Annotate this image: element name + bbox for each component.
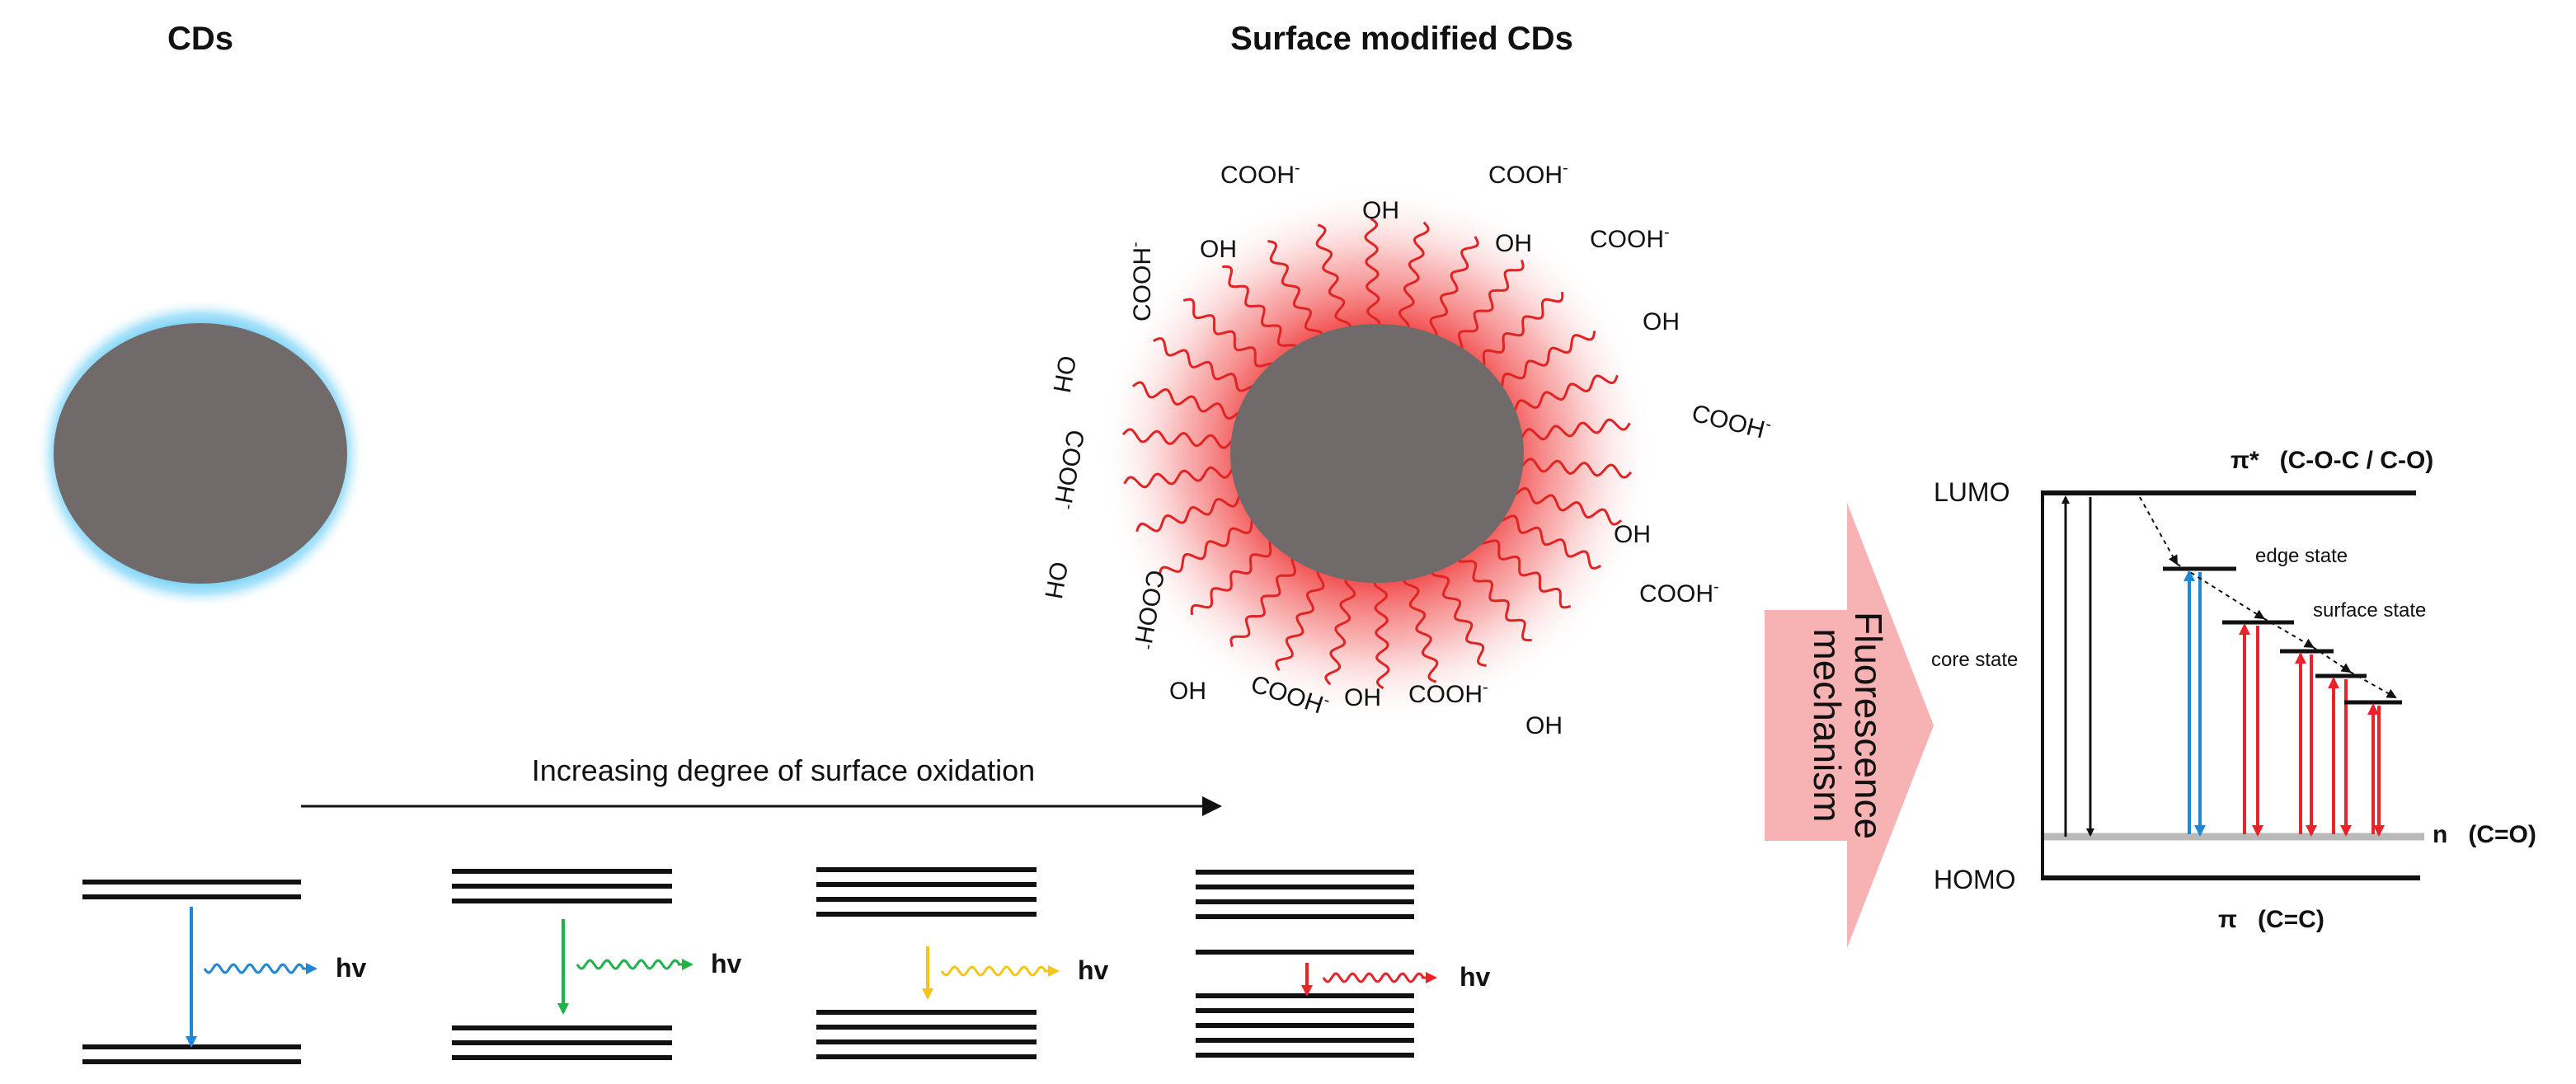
ligand-chain	[1123, 462, 1246, 489]
ligand-chain	[1502, 374, 1619, 418]
ligand-chain	[1158, 514, 1264, 576]
ligand-chain	[1190, 536, 1281, 615]
ligand-chain	[1431, 564, 1487, 667]
oh-group-label: OH	[1344, 684, 1381, 711]
surface-ligands	[1121, 217, 1633, 690]
cooh-group-label: COOH-	[1488, 159, 1568, 189]
nonradiative-relaxation-arrow	[2263, 617, 2315, 649]
ligand-chain	[1490, 331, 1596, 393]
cooh-group-label: COOH-	[1408, 678, 1488, 708]
ligand-chain	[1131, 381, 1251, 420]
nonradiative-relaxation-arrow	[2176, 563, 2265, 620]
oh-group-label: OH	[1525, 712, 1563, 739]
cooh-group-label: COOH-	[1048, 428, 1091, 511]
cooh-group-label: COOH-	[1590, 223, 1670, 253]
homo-label: HOMO	[1934, 865, 2016, 894]
oh-group-label: OH	[1495, 230, 1532, 257]
oh-group-label: OH	[1643, 308, 1680, 336]
ligand-chain	[1403, 572, 1439, 683]
ligand-chain	[1373, 575, 1390, 690]
carbon-core	[54, 323, 347, 584]
ligand-chain	[1135, 489, 1253, 533]
oh-group-label: OH	[1169, 678, 1206, 705]
ligand-chain	[1121, 428, 1245, 449]
mechanism-line-2: mechanism	[1806, 628, 1849, 822]
functional-group-labels: COOH- OH COOH- OH OH COOH- OH COOH- COOH- OH COOH-…	[1039, 159, 1774, 739]
pi-label: π (C=C)	[2218, 906, 2325, 933]
cooh-group-label: COOH-	[1126, 242, 1156, 321]
hv-label: hv	[336, 953, 367, 983]
nonradiative-relaxation-arrow	[2139, 496, 2178, 565]
mechanism-line-1: Fluorescence	[1847, 612, 1890, 839]
cooh-group-label: COOH-	[1689, 397, 1774, 445]
ligand-chain	[1455, 551, 1532, 642]
plain-carbon-dot	[35, 298, 365, 608]
n-label: n (C=O)	[2433, 821, 2536, 848]
ligand-chain	[1503, 486, 1623, 526]
ligand-chain	[1427, 236, 1479, 340]
ligand-chain	[1492, 512, 1601, 570]
oxidation-arrow: Increasing degree of surface oxidation	[301, 753, 1222, 816]
surface-state-label: surface state	[2313, 599, 2426, 622]
ligand-chain	[1267, 240, 1323, 343]
oh-group-label: OH	[1614, 521, 1651, 548]
hv-label: hv	[1078, 955, 1109, 985]
ligand-chain	[1508, 418, 1631, 444]
ligand-chain	[1474, 292, 1564, 371]
core-state-label: core state	[1931, 649, 2018, 671]
emission-wave	[940, 965, 1047, 977]
cooh-group-label: COOH-	[1220, 159, 1300, 189]
oh-group-label: OH	[1039, 560, 1072, 601]
ligand-chain	[1364, 217, 1381, 331]
hv-label: hv	[711, 949, 742, 978]
ligand-chain	[1229, 553, 1302, 648]
oxidation-arrow-label: Increasing degree of surface oxidation	[532, 753, 1035, 787]
lumo-label: LUMO	[1934, 477, 2010, 507]
ligand-chain	[1182, 298, 1277, 373]
nonradiative-relaxation-arrow	[2349, 671, 2397, 698]
emission-wave	[203, 963, 305, 974]
ligand-chain	[1398, 221, 1430, 333]
energy-transitions	[2061, 495, 2402, 837]
band-diagram-4: hv	[1196, 870, 1491, 1058]
surface-modified-carbon-dot: COOH- OH COOH- OH OH COOH- OH COOH- COOH- OH COOH-…	[1039, 159, 1774, 739]
ligand-chain	[1222, 265, 1299, 356]
modified-carbon-core	[1230, 324, 1524, 583]
band-diagrams: hv hv hv hv	[82, 867, 1491, 1064]
energy-level-diagram: LUMO HOMO π* (C-O-C / C-O) π (C=C) n (C=…	[1931, 447, 2536, 933]
ligand-chain	[1324, 574, 1356, 686]
oh-group-label: OH	[1047, 354, 1080, 395]
cooh-group-label: COOH-	[1639, 578, 1719, 608]
ligand-chain	[1477, 533, 1572, 609]
ligand-chain	[1509, 458, 1633, 479]
fluorescence-mechanism-arrow: Fluorescence mechanism	[1765, 503, 1934, 948]
ligand-chain	[1153, 337, 1262, 395]
ligand-chain	[1452, 259, 1525, 354]
pi-star-label: π* (C-O-C / C-O)	[2230, 447, 2433, 474]
oh-group-label: OH	[1362, 197, 1399, 224]
oh-group-label: OH	[1200, 236, 1237, 263]
ligand-chain	[1275, 566, 1327, 671]
emission-wave	[576, 959, 681, 970]
title-surface-modified-cds: Surface modified CDs	[1230, 21, 1573, 57]
hv-label: hv	[1460, 962, 1491, 992]
mechanism-arrow-shape	[1765, 503, 1934, 948]
edge-state-label: edge state	[2255, 545, 2348, 567]
title-cds: CDs	[167, 21, 233, 57]
band-diagram-3: hv	[816, 867, 1109, 1059]
ligand-chain	[1315, 223, 1351, 335]
band-diagram-1: hv	[82, 880, 367, 1064]
emission-wave	[1322, 972, 1425, 983]
band-diagram-2: hv	[452, 869, 742, 1060]
